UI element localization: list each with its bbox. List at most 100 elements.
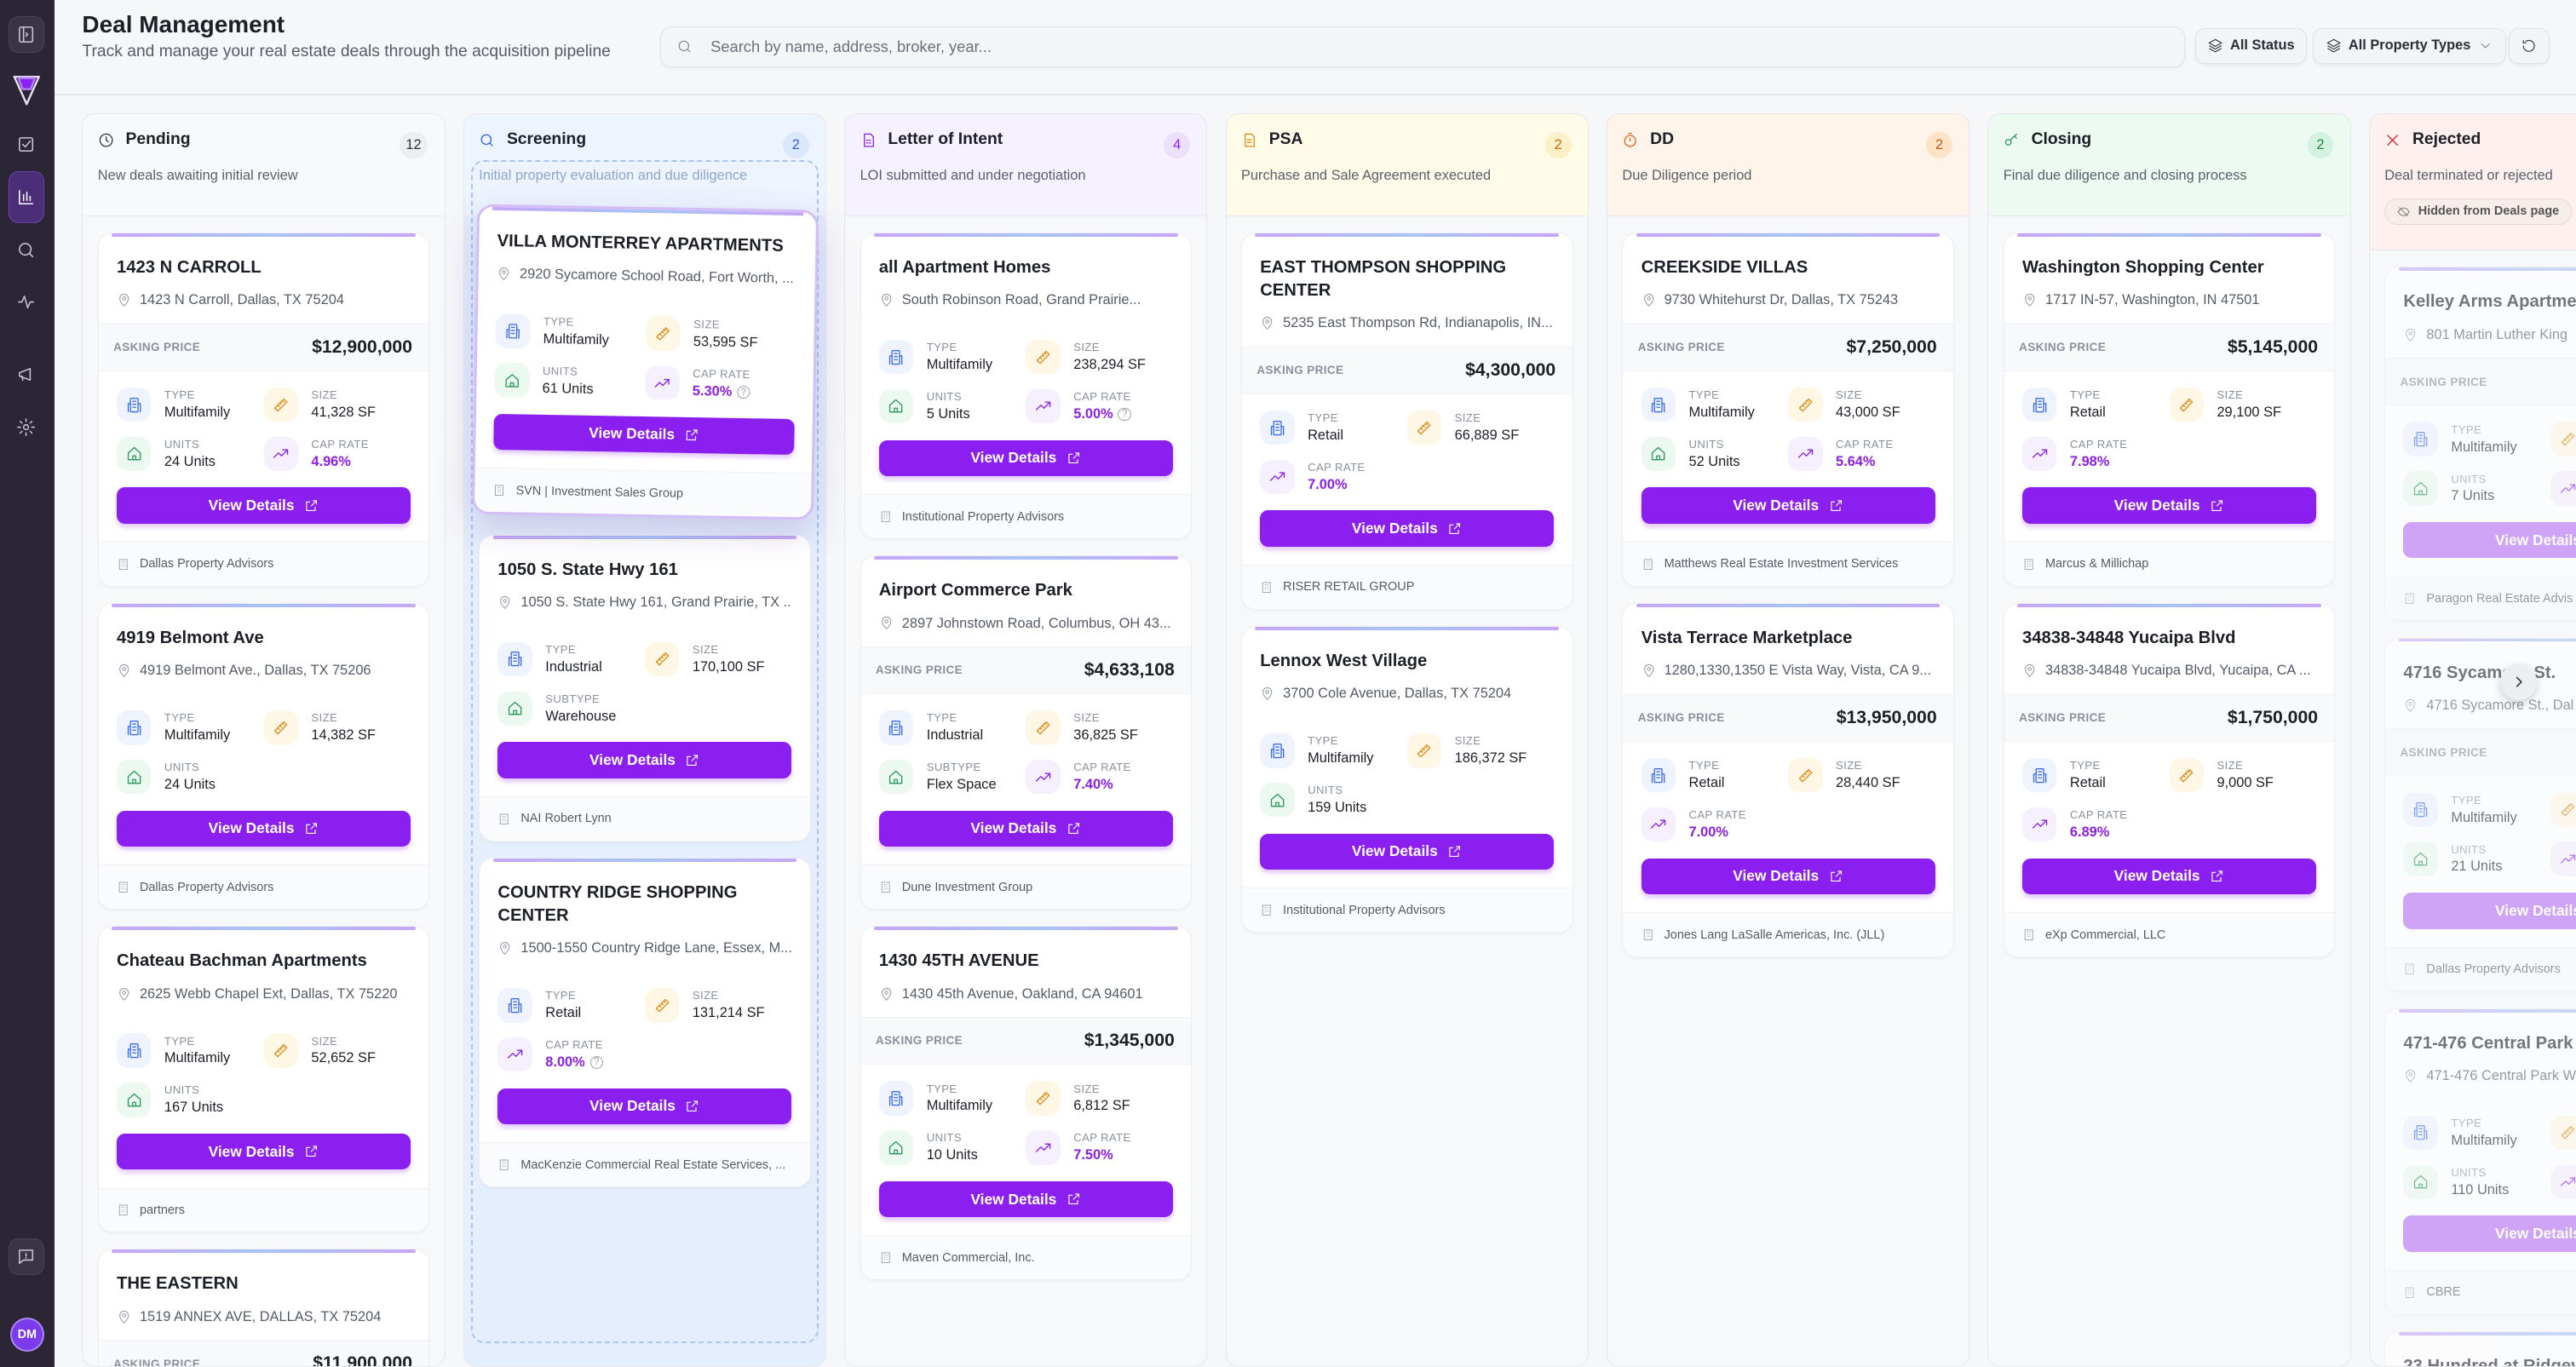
stat-label: CAP RATE: [1073, 761, 1131, 774]
view-details-button[interactable]: View Details: [878, 439, 1173, 476]
view-details-button[interactable]: View Details: [2022, 487, 2317, 524]
view-details-button[interactable]: View Details: [2022, 858, 2317, 895]
stat-type: TYPE Multifamily: [116, 1033, 264, 1068]
stat-label: TYPE: [2069, 388, 2101, 402]
feedback-button[interactable]: [8, 1238, 45, 1275]
deal-title[interactable]: 1050 S. State Hwy 161: [497, 560, 678, 579]
broker: CBRE: [2385, 1269, 2576, 1314]
deal-card[interactable]: EAST THOMPSON SHOPPING CENTER 5235 East T…: [1240, 232, 1573, 610]
stat-value: Flex Space: [927, 777, 997, 793]
deal-card[interactable]: THE EASTERN 1519 ANNEX AVE, DALLAS, TX 75…: [97, 1249, 430, 1366]
view-details-button[interactable]: View Details: [493, 413, 796, 456]
drop-zone[interactable]: [470, 160, 819, 1343]
stat-type: TYPE Multifamily: [2403, 1115, 2550, 1151]
deal-title[interactable]: 4716 Sycamore St.: [2403, 663, 2556, 682]
building-icon: [118, 1204, 128, 1216]
deal-title[interactable]: EAST THOMPSON SHOPPING CENTER: [1260, 257, 1507, 300]
stat-value: 36,825 SF: [1073, 727, 1138, 744]
deal-card[interactable]: COUNTRY RIDGE SHOPPING CENTER 1500-1550 C…: [479, 857, 811, 1187]
ruler-icon: [1788, 387, 1823, 422]
view-details-button[interactable]: View Details: [878, 1180, 1173, 1218]
deal-card[interactable]: 1423 N CARROLL 1423 N Carroll, Dallas, TX…: [97, 232, 430, 587]
deal-title[interactable]: Washington Shopping Center: [2022, 257, 2264, 277]
stat-value-text: 159 Units: [1308, 800, 1367, 816]
sidebar-toggle-button[interactable]: [8, 16, 45, 53]
user-avatar[interactable]: DM: [9, 1317, 45, 1353]
external-link-icon: [1068, 452, 1079, 464]
sidebar-item-search[interactable]: [9, 232, 44, 267]
sidebar-item-activity[interactable]: [9, 284, 44, 320]
property-type-filter-dropdown[interactable]: All Property Types: [2313, 27, 2506, 65]
sidebar-item-deals[interactable]: [8, 170, 45, 224]
view-details-button[interactable]: View Details: [497, 1088, 792, 1125]
search-input[interactable]: [710, 37, 2157, 56]
deal-title[interactable]: THE EASTERN: [116, 1274, 239, 1294]
refresh-button[interactable]: [2508, 27, 2550, 65]
view-details-button[interactable]: View Details: [2403, 893, 2576, 929]
sidebar-item-tasks[interactable]: [9, 126, 44, 162]
status-filter-dropdown[interactable]: All Status: [2194, 27, 2308, 65]
stat-value-text: Flex Space: [926, 777, 997, 793]
help-icon[interactable]: ?: [737, 385, 750, 399]
deal-title[interactable]: Airport Commerce Park: [878, 581, 1072, 600]
deal-card[interactable]: Kelley Arms Apartment 801 Martin Luther K…: [2384, 267, 2576, 622]
dragging-deal-card[interactable]: VILLA MONTERREY APARTMENTS 2920 Sycamore …: [472, 204, 819, 520]
column-count-badge: 2: [2307, 132, 2334, 159]
view-details-button[interactable]: View Details: [1641, 858, 1935, 895]
help-icon[interactable]: ?: [1118, 407, 1131, 422]
deal-card[interactable]: 23 Hundred at Ridgevi: [2384, 1330, 2576, 1367]
stat-units: UNITS 61 Units: [494, 362, 646, 400]
deal-card[interactable]: Washington Shopping Center 1717 IN-57, Wa…: [2003, 232, 2336, 587]
deal-card[interactable]: 4716 Sycamore St. 4716 Sycamore St., Dal A…: [2384, 637, 2576, 992]
sidebar-item-announcements[interactable]: [9, 356, 44, 392]
deal-title[interactable]: Chateau Bachman Apartments: [116, 951, 367, 971]
view-details-button[interactable]: View Details: [1260, 833, 1555, 870]
search-bar[interactable]: [660, 26, 2185, 68]
deal-card[interactable]: all Apartment Homes South Robinson Road, …: [860, 232, 1193, 539]
stat-value: Retail: [2070, 405, 2106, 421]
broker: eXp Commercial, LLC: [2004, 912, 2335, 956]
deal-title[interactable]: Lennox West Village: [1260, 652, 1428, 671]
view-details-label: View Details: [2495, 531, 2576, 549]
deal-title[interactable]: 1423 N CARROLL: [116, 257, 262, 277]
deal-title[interactable]: COUNTRY RIDGE SHOPPING CENTER: [497, 882, 738, 925]
deal-title[interactable]: VILLA MONTERREY APARTMENTS: [497, 231, 785, 256]
deal-card[interactable]: Airport Commerce Park 2897 Johnstown Road…: [860, 555, 1193, 910]
logo-funnel-icon[interactable]: [7, 69, 46, 112]
ruler-icon: [2550, 1115, 2576, 1151]
deal-title[interactable]: all Apartment Homes: [878, 257, 1051, 277]
scroll-right-button[interactable]: [2500, 663, 2537, 700]
view-details-button[interactable]: View Details: [497, 742, 792, 778]
deal-card[interactable]: 1050 S. State Hwy 161 1050 S. State Hwy 1…: [479, 534, 811, 841]
deal-card[interactable]: Vista Terrace Marketplace 1280,1330,1350 …: [1622, 603, 1954, 957]
deal-title[interactable]: 4919 Belmont Ave: [116, 629, 264, 648]
deal-title[interactable]: 1430 45TH AVENUE: [878, 951, 1039, 971]
view-details-button[interactable]: View Details: [2403, 521, 2576, 559]
external-link-icon: [1831, 870, 1842, 882]
view-details-button[interactable]: View Details: [116, 1133, 411, 1170]
deal-title[interactable]: Vista Terrace Marketplace: [1641, 629, 1853, 648]
deal-title[interactable]: CREEKSIDE VILLAS: [1641, 257, 1808, 277]
deal-card[interactable]: Chateau Bachman Apartments 2625 Webb Chap…: [97, 926, 430, 1233]
view-details-button[interactable]: View Details: [1641, 487, 1935, 524]
address-text: 2625 Webb Chapel Ext, Dallas, TX 75220: [139, 985, 398, 1002]
deal-card[interactable]: 471-476 Central Park W 471-476 Central Pa…: [2384, 1008, 2576, 1315]
deal-title[interactable]: 23 Hundred at Ridgevi: [2403, 1356, 2576, 1367]
view-details-button[interactable]: View Details: [116, 810, 411, 847]
view-details-button[interactable]: View Details: [878, 810, 1173, 847]
deal-title[interactable]: Kelley Arms Apartment: [2403, 292, 2576, 312]
view-details-button[interactable]: View Details: [1260, 510, 1555, 547]
help-icon[interactable]: ?: [589, 1055, 603, 1070]
view-details-button[interactable]: View Details: [116, 487, 411, 524]
deal-title[interactable]: 34838-34848 Yucaipa Blvd: [2022, 629, 2236, 648]
view-details-button[interactable]: View Details: [2403, 1215, 2576, 1252]
deal-card[interactable]: 34838-34848 Yucaipa Blvd 34838-34848 Yuca…: [2003, 603, 2336, 957]
deal-title[interactable]: 471-476 Central Park W: [2403, 1033, 2576, 1053]
sidebar-item-settings[interactable]: [9, 409, 44, 445]
layers-icon: [2208, 39, 2223, 53]
deal-card[interactable]: 4919 Belmont Ave 4919 Belmont Ave., Dalla…: [97, 603, 430, 910]
address-text: 5235 East Thompson Rd, Indianapolis, IN.…: [1283, 315, 1553, 331]
deal-card[interactable]: CREEKSIDE VILLAS 9730 Whitehurst Dr, Dall…: [1622, 232, 1954, 587]
deal-card[interactable]: 1430 45TH AVENUE 1430 45th Avenue, Oaklan…: [860, 926, 1193, 1281]
deal-card[interactable]: Lennox West Village 3700 Cole Avenue, Dal…: [1240, 626, 1573, 933]
